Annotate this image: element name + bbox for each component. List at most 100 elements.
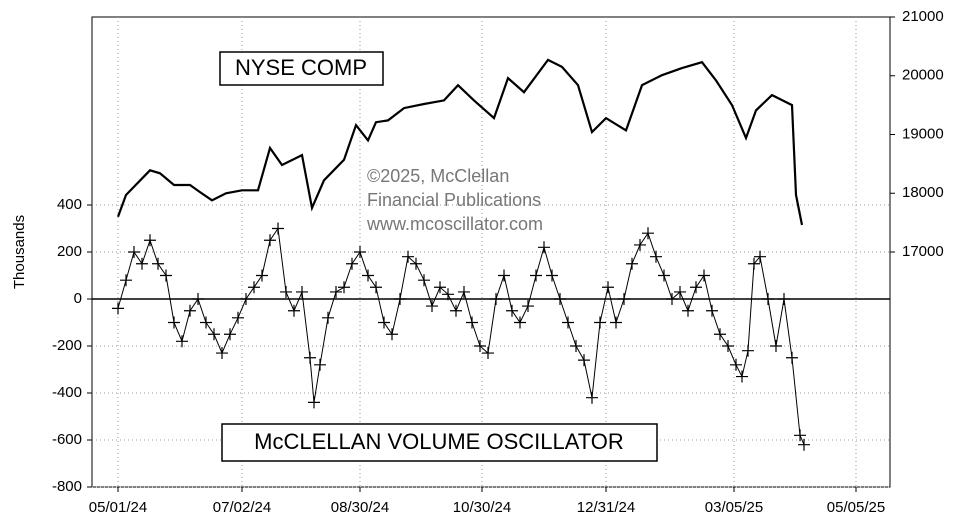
plus-marker (794, 429, 806, 442)
y-tick-label: -600 (52, 431, 82, 448)
plus-marker (578, 354, 590, 367)
plus-marker (498, 269, 510, 282)
plus-marker (144, 234, 156, 247)
x-tick-label: 07/02/24 (213, 499, 271, 516)
plus-marker (308, 396, 320, 409)
plus-marker (208, 328, 220, 341)
plus-marker (176, 335, 188, 348)
plus-marker (314, 358, 326, 371)
plus-marker (160, 269, 172, 282)
y2-tick-label: 20000 (902, 67, 944, 84)
plus-marker (354, 246, 366, 258)
y2-tick-label: 18000 (902, 184, 944, 201)
plus-marker (394, 293, 406, 305)
plus-marker (338, 281, 350, 294)
plus-marker (650, 250, 662, 263)
plus-marker (120, 274, 132, 287)
label-box (221, 423, 658, 462)
y-tick-label: 200 (57, 243, 82, 260)
plus-marker (722, 340, 734, 352)
plus-marker (152, 257, 164, 270)
plus-marker (264, 234, 276, 247)
plus-marker (490, 293, 502, 305)
plus-marker (786, 351, 798, 364)
plus-marker (442, 288, 454, 301)
plus-marker (658, 269, 670, 282)
plus-marker (682, 304, 694, 317)
plus-marker (594, 316, 606, 329)
plus-marker (224, 328, 236, 341)
y-tick-label: 400 (57, 196, 82, 213)
plus-marker (736, 370, 748, 383)
plus-marker (240, 293, 252, 305)
x-tick-label: 10/30/24 (453, 499, 511, 516)
plus-marker (730, 358, 742, 371)
x-tick-label: 03/05/25 (705, 499, 763, 516)
plus-marker (378, 316, 390, 329)
plus-marker (128, 246, 140, 258)
plus-marker (554, 293, 566, 305)
plus-marker (530, 269, 542, 282)
plus-marker (798, 438, 810, 451)
plus-marker (634, 238, 646, 251)
plus-marker (288, 304, 300, 317)
y2-tick-label: 17000 (902, 243, 944, 260)
plus-marker (754, 250, 766, 263)
plus-marker (330, 285, 342, 298)
plus-marker (418, 274, 430, 287)
y-tick-label: -200 (52, 337, 82, 354)
plus-marker (192, 293, 204, 305)
plus-marker (402, 250, 414, 263)
plus-marker (272, 222, 284, 235)
annotation: www.mcoscillator.com (366, 214, 543, 234)
series-label: NYSE COMP (235, 55, 367, 80)
plus-marker (362, 269, 374, 282)
plus-marker (458, 285, 470, 298)
series-label: McCLELLAN VOLUME OSCILLATOR (254, 429, 624, 454)
y-tick-label: 0 (74, 290, 82, 307)
plus-marker (466, 316, 478, 329)
y-tick-label: -800 (52, 478, 82, 495)
series-line (116, 58, 804, 226)
plus-marker (296, 285, 308, 298)
plus-marker (666, 293, 678, 305)
plus-marker (304, 351, 316, 364)
plus-marker (482, 347, 494, 360)
plus-marker (586, 391, 598, 404)
plus-marker (514, 316, 526, 329)
plus-marker (538, 241, 550, 254)
plus-marker (216, 347, 228, 360)
plus-marker (546, 269, 558, 282)
plus-marker (256, 269, 268, 282)
plus-marker (674, 285, 686, 298)
plus-marker (370, 281, 382, 294)
plus-marker (642, 227, 654, 240)
plus-marker (610, 316, 622, 329)
plus-marker (770, 340, 782, 352)
plus-marker (522, 300, 534, 313)
y2-tick-label: 19000 (902, 125, 944, 142)
plus-marker (562, 316, 574, 329)
label-box (219, 51, 384, 86)
x-tick-label: 05/01/24 (89, 499, 147, 516)
plus-marker (200, 316, 212, 329)
plot-frame (91, 16, 891, 488)
annotation: Financial Publications (367, 190, 541, 210)
plus-marker (168, 316, 180, 329)
plus-marker (778, 293, 790, 305)
plus-marker (346, 257, 358, 270)
plus-marker (714, 328, 726, 341)
plus-marker (748, 257, 760, 270)
plus-marker (742, 344, 754, 357)
x-tick-label: 05/05/25 (827, 499, 885, 516)
plus-marker (570, 340, 582, 352)
plus-marker (232, 311, 244, 324)
plus-marker (248, 281, 260, 294)
plus-marker (762, 293, 774, 305)
plus-marker (184, 304, 196, 317)
y-axis-label: Thousands (11, 215, 28, 289)
plus-marker (322, 311, 334, 324)
plus-marker (410, 257, 422, 270)
plus-marker (618, 293, 630, 305)
